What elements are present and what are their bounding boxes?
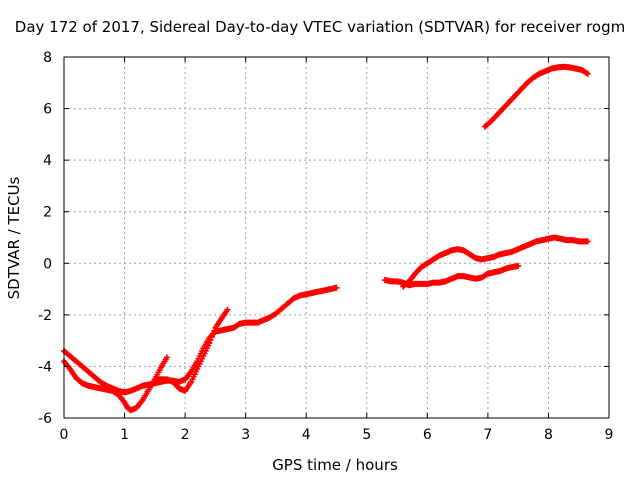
y-tick-label: -6 — [38, 411, 52, 427]
data-series — [61, 63, 591, 414]
x-tick-label: 6 — [423, 427, 432, 443]
data-point — [209, 330, 216, 337]
series-3 — [151, 306, 231, 394]
x-tick-label: 9 — [605, 427, 614, 443]
x-tick-label: 3 — [241, 427, 250, 443]
data-point — [333, 284, 340, 291]
grid-lines — [64, 57, 609, 418]
series-1 — [61, 284, 340, 396]
data-point — [584, 70, 591, 77]
plot-frame — [63, 56, 610, 419]
x-tick-label: 4 — [302, 427, 311, 443]
x-tick-label: 5 — [362, 427, 371, 443]
data-point — [163, 354, 170, 361]
y-tick-label: 8 — [43, 50, 52, 66]
data-point — [515, 262, 522, 269]
y-tick-label: -2 — [38, 308, 52, 324]
y-tick-label: 4 — [43, 153, 52, 169]
axis-ticks: 0 1 2 3 4 5 6 7 8 9 -6 -4 -2 0 2 4 6 8 — [38, 50, 613, 443]
x-axis-label: GPS time / hours — [272, 456, 398, 474]
y-axis-label: SDTVAR / TECUs — [5, 176, 23, 300]
y-tick-label: 6 — [43, 102, 52, 118]
data-point — [206, 340, 213, 347]
data-point — [208, 334, 215, 341]
x-tick-label: 2 — [181, 427, 190, 443]
series-6 — [481, 63, 591, 130]
y-tick-label: 2 — [43, 205, 52, 221]
data-point — [211, 327, 218, 334]
data-point — [224, 306, 231, 313]
y-tick-label: 0 — [43, 256, 52, 272]
y-tick-label: -4 — [38, 359, 52, 375]
chart-title: Day 172 of 2017, Sidereal Day-to-day VTE… — [14, 18, 626, 36]
x-tick-label: 0 — [60, 427, 69, 443]
data-point — [584, 238, 591, 245]
x-tick-label: 8 — [544, 427, 553, 443]
series-4 — [381, 262, 522, 289]
x-tick-label: 1 — [120, 427, 129, 443]
series-5 — [400, 234, 591, 290]
x-tick-label: 7 — [483, 427, 492, 443]
data-point — [207, 337, 214, 344]
